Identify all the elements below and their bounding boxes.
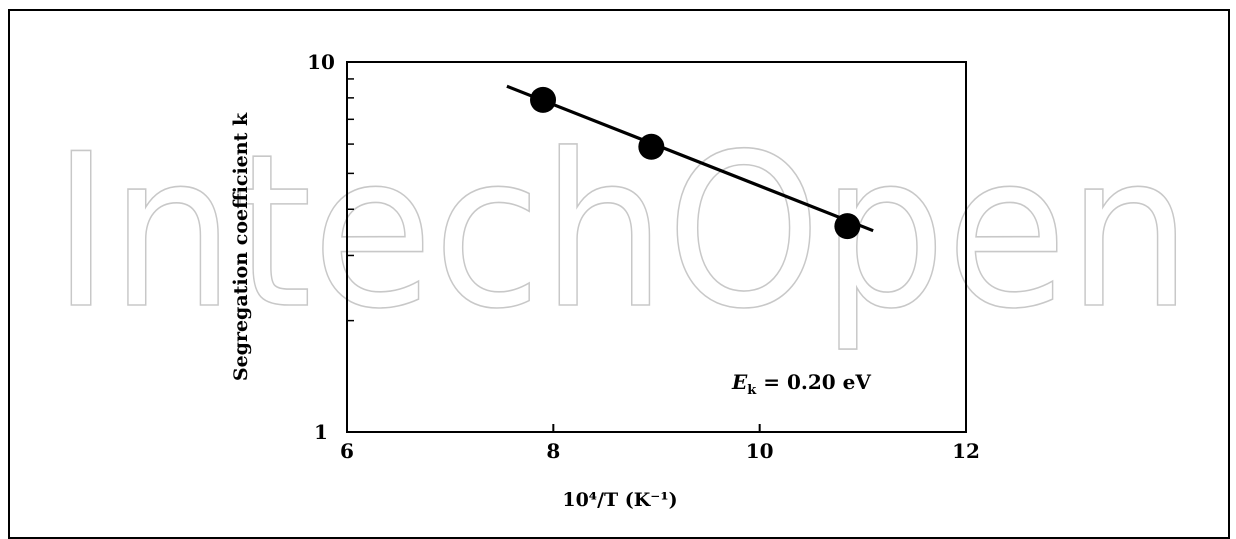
plot-area-border	[346, 61, 967, 433]
x-tick-label: 12	[952, 439, 980, 463]
annotation-value: = 0.20 eV	[756, 370, 871, 394]
annotation-subscript: k	[747, 383, 757, 398]
data-points	[530, 86, 861, 240]
x-axis: 6 8 10 12	[340, 424, 980, 463]
x-tick-label: 8	[546, 439, 560, 463]
annotation-symbol: E	[731, 370, 748, 394]
x-axis-label: 10⁴/T (K⁻¹)	[562, 489, 677, 511]
y-axis-label: Segregation coefficient k	[230, 112, 252, 381]
chart: 6 8 10 12 1 10 Segregation coefficient k 10⁴…	[230, 50, 980, 511]
y-tick-label: 10	[307, 50, 335, 74]
y-axis: 1 10	[307, 50, 354, 444]
data-point	[834, 213, 861, 240]
y-tick-label: 1	[314, 420, 328, 444]
data-point	[638, 133, 665, 160]
x-tick-label: 6	[340, 439, 354, 463]
data-point	[530, 86, 557, 113]
x-tick-label: 10	[746, 439, 774, 463]
activation-energy-annotation: Ek = 0.20 eV	[731, 370, 871, 398]
fit-line	[506, 84, 874, 233]
